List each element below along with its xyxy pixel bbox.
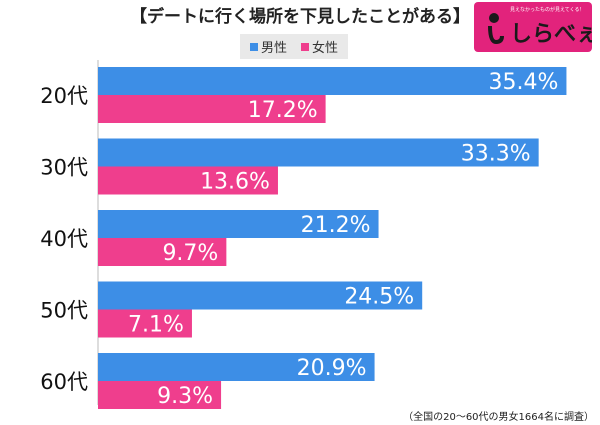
category-label: 30代 xyxy=(40,156,88,180)
bar-male xyxy=(98,138,539,167)
category-label: 50代 xyxy=(40,299,88,323)
data-label: 20.9% xyxy=(297,356,367,381)
data-label: 9.7% xyxy=(162,241,218,266)
data-label: 33.3% xyxy=(461,142,531,167)
bar-female xyxy=(98,309,192,338)
legend-label-female: 女性 xyxy=(312,41,339,56)
data-label: 9.3% xyxy=(157,384,213,409)
legend: 男性 女性 xyxy=(240,34,349,59)
bar-female xyxy=(98,166,278,195)
bar-female xyxy=(98,238,227,266)
bar-male xyxy=(98,210,379,238)
data-label: 7.1% xyxy=(128,313,184,338)
data-label: 17.2% xyxy=(248,98,318,123)
data-label: 24.5% xyxy=(344,285,414,310)
legend-label-male: 男性 xyxy=(261,41,288,56)
legend-swatch-male xyxy=(250,42,258,51)
bar-male xyxy=(98,281,423,310)
category-label: 20代 xyxy=(40,84,88,108)
bar-female xyxy=(98,381,222,409)
data-label: 35.4% xyxy=(489,70,559,95)
bar-male xyxy=(98,353,375,381)
chart-title: 【デートに行く場所を下見したことがある】 xyxy=(130,7,470,27)
shirabee-logo: 見えなかったものが見えてくる！ しらべぇ xyxy=(474,2,592,52)
bar-female xyxy=(98,95,326,123)
logo-name: しらべぇ xyxy=(510,22,592,47)
category-label: 40代 xyxy=(40,227,88,251)
footnote: （全国の20～60代の男女1664名に調査） xyxy=(403,412,594,423)
category-label: 60代 xyxy=(40,370,88,394)
data-label: 21.2% xyxy=(301,213,371,238)
legend-item-female: 女性 xyxy=(301,37,338,56)
logo-mark-icon xyxy=(488,13,504,45)
bar-male xyxy=(98,67,567,95)
logo-tagline: 見えなかったものが見えてくる！ xyxy=(510,7,585,13)
legend-item-male: 男性 xyxy=(250,37,287,56)
data-label: 13.6% xyxy=(200,170,270,195)
legend-swatch-female xyxy=(301,42,310,51)
